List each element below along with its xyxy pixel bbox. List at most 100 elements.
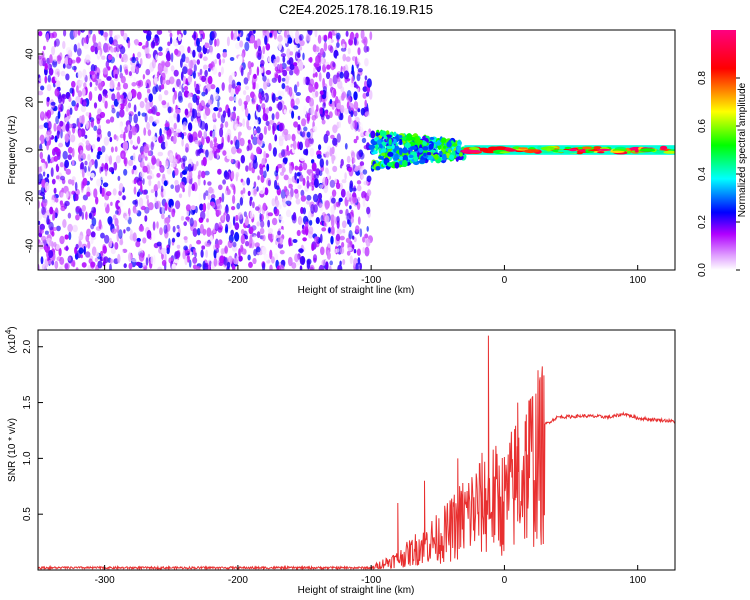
heatmap-cell [168, 115, 174, 123]
y-tick-label: 2.0 [22, 339, 33, 353]
heatmap-cell [187, 68, 193, 76]
heatmap-cell [333, 88, 337, 98]
heatmap-cell [416, 139, 424, 145]
heatmap-cell [150, 106, 156, 115]
heatmap-cell [227, 240, 233, 249]
heatmap-cell [104, 100, 108, 109]
heatmap-cell [306, 112, 311, 122]
heatmap-cell [88, 160, 92, 168]
heatmap-cell [38, 55, 42, 60]
heatmap-cell [299, 174, 304, 182]
heatmap-cell [272, 30, 278, 37]
heatmap-cell [97, 260, 103, 269]
heatmap-cell [328, 227, 331, 234]
heatmap-cell [346, 250, 351, 256]
heatmap-cell [266, 78, 270, 86]
heatmap-cell [256, 231, 261, 239]
heatmap-cell [404, 142, 412, 148]
heatmap-cell [208, 186, 214, 194]
heatmap-cell [41, 162, 46, 173]
heatmap-cell [252, 235, 257, 244]
heatmap-cell [300, 189, 305, 197]
heatmap-cell [245, 85, 250, 91]
heatmap-cell [321, 227, 327, 232]
heatmap-cell [127, 102, 132, 109]
heatmap-cell [111, 228, 117, 235]
heatmap-cell [157, 151, 164, 157]
y-tick-label: 0 [25, 147, 36, 153]
heatmap-cell [222, 179, 227, 185]
heatmap-cell [65, 73, 70, 81]
heatmap-cell [306, 259, 311, 270]
heatmap-cell [62, 150, 68, 160]
heatmap-cell [262, 113, 268, 122]
heatmap-cell [205, 190, 209, 197]
heatmap-cell [67, 154, 73, 161]
heatmap-cell [117, 103, 121, 110]
heatmap-cell [210, 84, 216, 90]
heatmap-cell [418, 147, 424, 153]
heatmap-cell [76, 102, 79, 108]
heatmap-cell [364, 75, 368, 81]
heatmap-cell [318, 170, 323, 177]
heatmap-cell [166, 135, 170, 140]
heatmap-cell [275, 56, 280, 63]
heatmap-cell [79, 80, 84, 85]
heatmap-cell [46, 173, 50, 178]
heatmap-cell [468, 147, 480, 150]
heatmap-cell [170, 65, 175, 72]
heatmap-cell [161, 100, 167, 106]
heatmap-cell [290, 187, 294, 198]
heatmap-cell [235, 139, 240, 150]
heatmap-cell [299, 255, 306, 265]
heatmap-cell [295, 198, 301, 205]
heatmap-cell [49, 54, 53, 64]
heatmap-cell [256, 66, 260, 76]
heatmap-cell [120, 75, 126, 84]
heatmap-cell [493, 146, 507, 151]
heatmap-cell [74, 193, 79, 201]
heatmap-cell [62, 219, 67, 228]
heatmap-cell [122, 82, 129, 90]
heatmap-cell [360, 30, 365, 40]
heatmap-cell [151, 126, 158, 132]
heatmap-cell [338, 121, 341, 128]
heatmap-cell [201, 75, 207, 83]
heatmap-cell [128, 159, 134, 167]
heatmap-cell [333, 216, 337, 222]
heatmap-cell [192, 49, 196, 58]
heatmap-cell [332, 124, 338, 134]
heatmap-cell [137, 111, 141, 117]
heatmap-cell [327, 249, 330, 258]
snr-frame [37, 329, 676, 571]
heatmap-cell [73, 30, 78, 38]
spectrogram-xlabel: Height of straight line (km) [298, 285, 415, 296]
heatmap-cell [336, 228, 343, 235]
heatmap-cell [82, 194, 88, 201]
heatmap-cell [82, 99, 87, 107]
heatmap-cell [394, 153, 399, 161]
heatmap-cell [65, 168, 72, 175]
heatmap-cell [54, 260, 59, 270]
heatmap-cell [218, 58, 222, 66]
heatmap-cell [279, 250, 285, 255]
colorbar: 0.0 0.2 0.4 0.6 0.8 Normalized spectral ampl… [697, 30, 748, 277]
heatmap-cell [207, 194, 211, 200]
heatmap-cell [256, 104, 261, 113]
heatmap-cell [197, 130, 203, 139]
heatmap-cell [313, 66, 316, 75]
heatmap-cell [111, 93, 116, 101]
heatmap-cell [278, 123, 283, 132]
heatmap-cell [185, 56, 190, 64]
heatmap-cell [283, 174, 289, 181]
heatmap-cell [133, 104, 137, 113]
heatmap-cell [75, 205, 81, 213]
heatmap-cell [252, 136, 258, 146]
heatmap-cell [264, 187, 269, 196]
heatmap-cell [299, 46, 303, 51]
heatmap-cell [238, 98, 243, 107]
heatmap-cell [293, 65, 299, 75]
heatmap-cell [340, 188, 346, 198]
heatmap-cell [214, 38, 217, 47]
heatmap-cell [89, 70, 95, 75]
